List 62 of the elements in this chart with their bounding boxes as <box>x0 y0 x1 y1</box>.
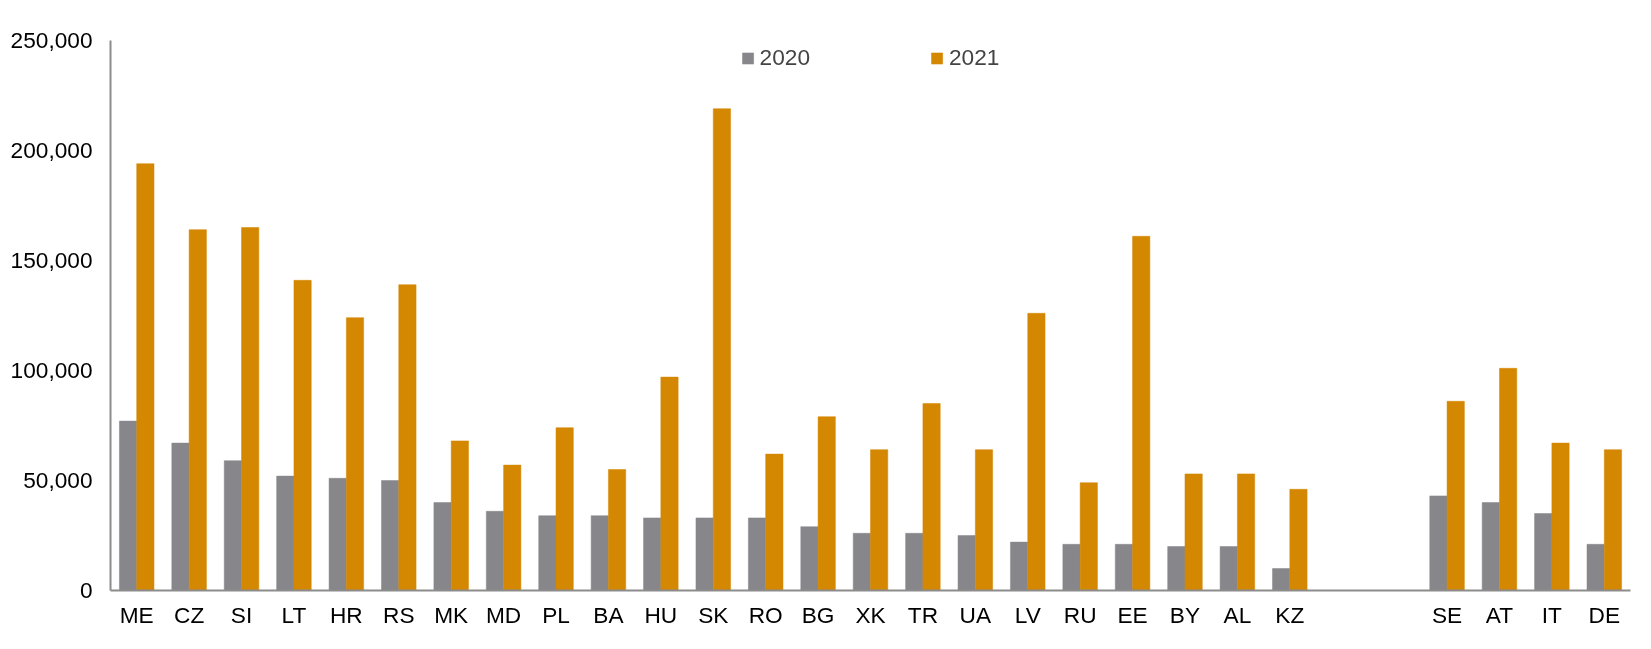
y-tick-label: 0 <box>79 577 93 603</box>
x-tick-label: IT <box>1541 601 1563 628</box>
x-tick-label: MD <box>485 601 522 628</box>
bar <box>188 229 207 591</box>
legend-label: 2020 <box>759 44 810 71</box>
x-tick-label: RS <box>383 601 415 628</box>
bar <box>1027 313 1046 591</box>
bar <box>293 280 312 591</box>
x-tick-label: LV <box>1014 601 1042 628</box>
x-tick-label: PL <box>542 601 570 628</box>
bar <box>1289 489 1308 591</box>
x-tick-label: KZ <box>1275 601 1305 628</box>
bar <box>765 453 784 591</box>
bar <box>450 440 469 591</box>
y-tick-label: 200,000 <box>10 137 93 163</box>
y-tick-label: 250,000 <box>10 27 93 53</box>
bar <box>1446 401 1465 591</box>
bar <box>817 416 836 591</box>
x-tick-label: BY <box>1169 601 1201 628</box>
x-tick-label: LT <box>281 601 307 628</box>
x-tick-label: AT <box>1485 601 1514 628</box>
bar <box>1499 368 1518 591</box>
x-tick-label: TR <box>907 601 939 628</box>
bar <box>1237 473 1255 591</box>
y-tick-label: 50,000 <box>23 467 93 493</box>
legend-label: 2021 <box>949 44 1000 71</box>
x-tick-label: BA <box>593 601 625 628</box>
x-tick-label: XK <box>855 601 886 628</box>
bar <box>398 284 417 591</box>
x-tick-label: RO <box>748 601 783 628</box>
x-tick-label: ME <box>119 601 154 628</box>
x-tick-label: MK <box>434 601 469 628</box>
x-tick-label: RU <box>1063 601 1097 628</box>
bar <box>1132 236 1151 591</box>
bar <box>608 469 626 591</box>
bar <box>1184 473 1203 591</box>
bar <box>555 427 574 591</box>
bar <box>713 108 731 591</box>
x-tick-label: CZ <box>174 601 205 628</box>
bar <box>1604 449 1622 591</box>
x-tick-label: DE <box>1588 601 1621 628</box>
bar <box>136 163 155 591</box>
bar <box>660 376 679 591</box>
bar <box>922 403 941 591</box>
bar <box>346 317 364 591</box>
bar <box>870 449 889 591</box>
y-tick-label: 150,000 <box>10 247 93 273</box>
x-tick-label: SK <box>698 601 729 628</box>
x-tick-label: AL <box>1223 601 1252 628</box>
x-tick-label: EE <box>1117 601 1148 628</box>
bar <box>241 227 260 591</box>
y-tick-label: 100,000 <box>10 357 93 383</box>
x-tick-label: UA <box>959 601 992 628</box>
bar <box>1079 482 1098 591</box>
bar <box>1551 442 1570 591</box>
x-tick-label: HR <box>330 601 363 628</box>
x-tick-label: BG <box>801 601 835 628</box>
bar <box>503 464 522 591</box>
bar <box>975 449 993 591</box>
x-tick-label: SE <box>1431 601 1463 628</box>
x-tick-label: SI <box>230 601 253 628</box>
x-tick-label: HU <box>644 601 678 628</box>
